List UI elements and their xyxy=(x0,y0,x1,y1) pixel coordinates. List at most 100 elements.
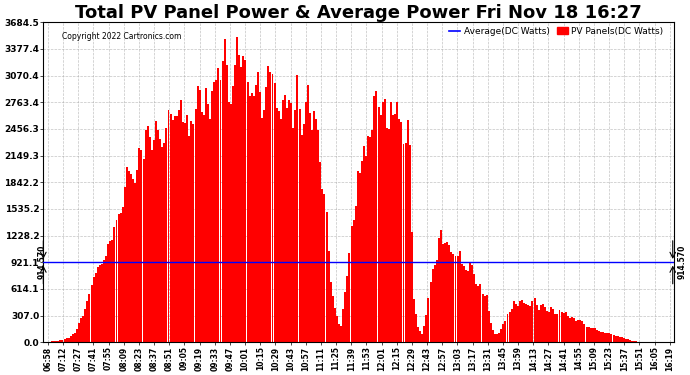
Bar xyxy=(178,110,180,342)
Bar xyxy=(180,100,182,342)
Bar xyxy=(315,119,317,342)
Bar xyxy=(205,88,207,342)
Bar xyxy=(477,286,480,342)
Bar xyxy=(544,307,546,342)
Bar xyxy=(388,129,390,342)
Bar xyxy=(566,316,569,342)
Bar xyxy=(119,213,121,342)
Bar xyxy=(619,337,621,342)
Bar xyxy=(471,265,473,342)
Bar xyxy=(126,167,128,342)
Bar xyxy=(319,162,322,342)
Bar xyxy=(224,39,226,342)
Bar xyxy=(111,240,113,342)
Bar xyxy=(446,242,448,342)
Bar xyxy=(346,276,348,342)
Bar xyxy=(68,338,70,342)
Bar xyxy=(332,296,334,342)
Bar xyxy=(76,329,78,342)
Bar xyxy=(621,338,623,342)
Bar xyxy=(506,314,509,342)
Bar xyxy=(562,313,564,342)
Bar xyxy=(600,332,602,342)
Bar xyxy=(623,338,625,342)
Bar xyxy=(153,140,155,342)
Bar xyxy=(465,270,467,342)
Bar xyxy=(92,277,95,342)
Bar xyxy=(313,111,315,342)
Bar xyxy=(305,102,307,342)
Bar xyxy=(242,56,244,342)
Bar xyxy=(78,323,80,342)
Bar xyxy=(482,294,484,342)
Bar xyxy=(442,244,444,342)
Bar xyxy=(311,130,313,342)
Bar xyxy=(336,316,338,342)
Bar xyxy=(143,159,144,342)
Bar xyxy=(211,91,213,342)
Bar xyxy=(580,320,581,342)
Bar xyxy=(382,102,384,342)
Bar xyxy=(184,123,186,342)
Bar xyxy=(504,321,506,342)
Text: 914.570: 914.570 xyxy=(678,245,687,279)
Bar xyxy=(480,284,482,342)
Bar xyxy=(467,271,469,342)
Bar xyxy=(617,336,619,342)
Bar xyxy=(552,309,554,342)
Bar xyxy=(430,282,431,342)
Bar xyxy=(517,306,519,342)
Bar xyxy=(74,333,76,342)
Bar xyxy=(564,312,566,342)
Bar xyxy=(317,130,319,342)
Bar xyxy=(380,116,382,342)
Bar xyxy=(415,314,417,342)
Bar xyxy=(103,260,105,342)
Bar xyxy=(107,244,109,342)
Bar xyxy=(377,106,380,342)
Bar xyxy=(625,339,627,342)
Bar xyxy=(80,318,82,342)
Bar xyxy=(234,65,236,342)
Bar xyxy=(217,68,219,342)
Bar xyxy=(115,220,117,342)
Bar xyxy=(139,148,140,342)
Bar xyxy=(548,312,550,342)
Bar xyxy=(278,111,279,342)
Bar xyxy=(392,115,394,342)
Bar xyxy=(280,119,282,342)
Bar xyxy=(105,256,107,342)
Bar xyxy=(51,341,53,342)
Bar xyxy=(199,90,201,342)
Bar xyxy=(141,150,142,342)
Bar xyxy=(101,264,103,342)
Bar xyxy=(588,327,589,342)
Bar xyxy=(540,305,542,342)
Bar xyxy=(322,189,324,342)
Bar xyxy=(164,143,166,342)
Bar xyxy=(602,332,604,342)
Bar xyxy=(149,137,151,342)
Bar xyxy=(288,100,290,342)
Bar xyxy=(248,96,250,342)
Bar xyxy=(72,334,74,342)
Bar xyxy=(263,110,265,342)
Bar xyxy=(444,243,446,342)
Bar xyxy=(344,292,346,342)
Bar xyxy=(615,336,617,342)
Bar xyxy=(176,116,178,342)
Bar xyxy=(494,333,496,342)
Bar xyxy=(90,285,92,342)
Bar xyxy=(221,62,224,342)
Bar xyxy=(82,316,84,342)
Bar xyxy=(509,312,511,342)
Bar xyxy=(484,296,486,342)
Bar xyxy=(286,108,288,342)
Bar xyxy=(132,179,134,342)
Bar xyxy=(117,214,119,342)
Bar xyxy=(284,94,286,342)
Bar xyxy=(492,330,494,342)
Bar xyxy=(578,320,579,342)
Bar xyxy=(359,173,361,342)
Bar xyxy=(633,341,635,342)
